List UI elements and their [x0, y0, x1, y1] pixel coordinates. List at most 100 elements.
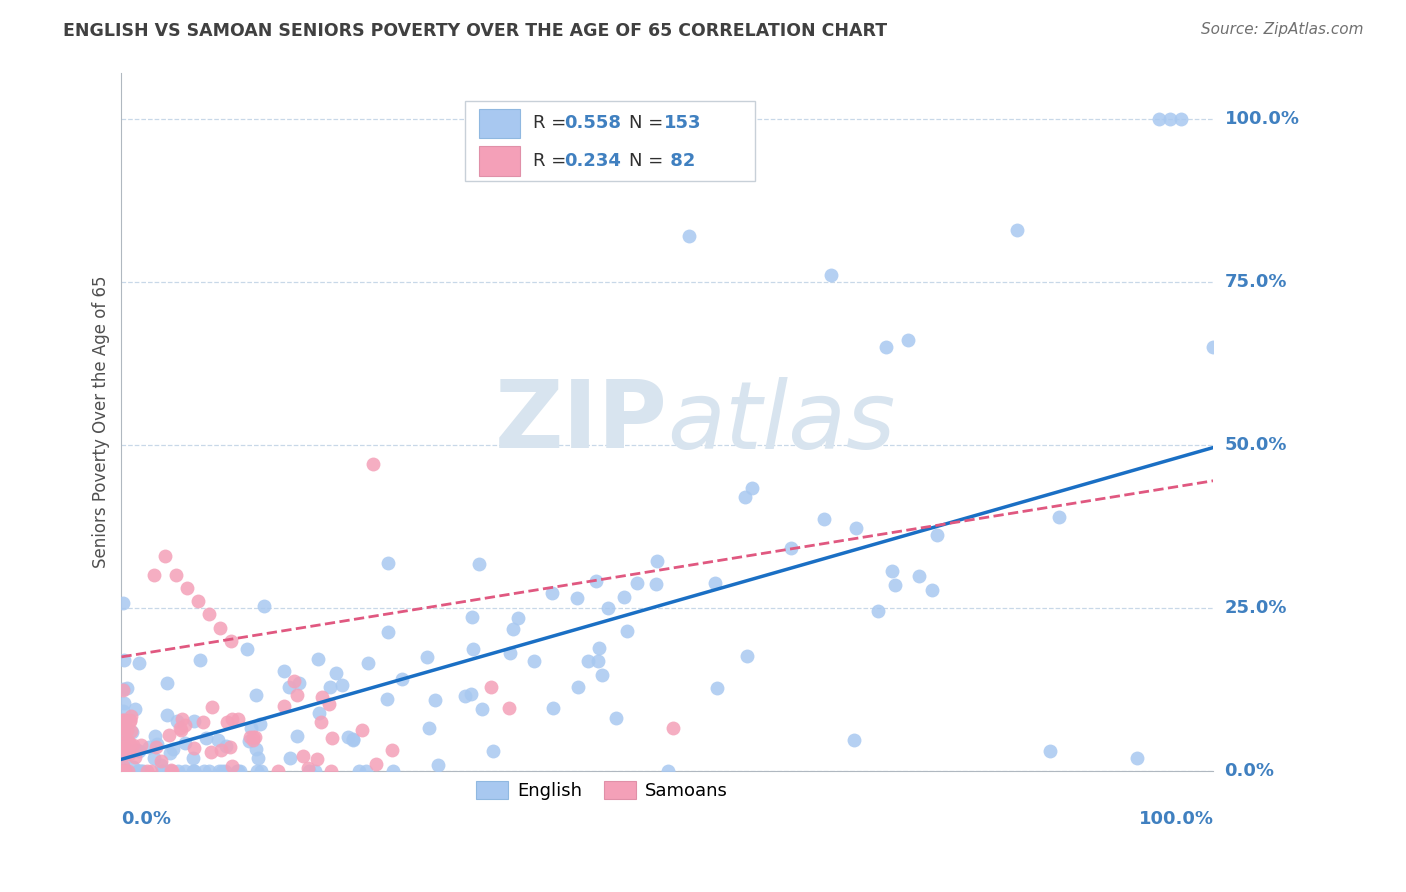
- Y-axis label: Seniors Poverty Over the Age of 65: Seniors Poverty Over the Age of 65: [93, 276, 110, 568]
- Point: [342, 731, 364, 746]
- Point: [114, 740, 136, 755]
- Text: 82: 82: [664, 153, 696, 170]
- Point: [336, 731, 359, 745]
- Point: [111, 725, 134, 739]
- Point: [143, 729, 166, 743]
- Point: [704, 576, 727, 591]
- Point: [111, 764, 134, 778]
- Point: [242, 730, 264, 744]
- Point: [657, 764, 679, 778]
- Point: [117, 764, 139, 778]
- Point: [166, 764, 188, 778]
- Point: [605, 711, 627, 725]
- Point: [565, 591, 588, 605]
- Point: [897, 334, 920, 348]
- Text: 50.0%: 50.0%: [1225, 436, 1286, 454]
- Point: [121, 724, 143, 739]
- Text: 0.234: 0.234: [564, 153, 620, 170]
- Point: [541, 701, 564, 715]
- Point: [416, 649, 439, 664]
- Point: [128, 656, 150, 670]
- Point: [779, 541, 801, 555]
- Point: [111, 763, 134, 777]
- Point: [111, 726, 134, 740]
- Point: [174, 764, 197, 778]
- Text: R =: R =: [533, 153, 572, 170]
- Point: [118, 713, 141, 727]
- Point: [117, 681, 139, 695]
- Point: [813, 511, 835, 525]
- Point: [111, 764, 134, 778]
- Point: [114, 764, 136, 778]
- Point: [214, 764, 236, 778]
- Point: [287, 675, 309, 690]
- Point: [128, 744, 150, 758]
- Point: [156, 707, 179, 722]
- Text: N =: N =: [630, 114, 669, 132]
- Point: [586, 654, 609, 668]
- Text: 100.0%: 100.0%: [1225, 110, 1299, 128]
- Point: [118, 747, 141, 761]
- Point: [162, 742, 184, 756]
- Point: [588, 641, 610, 656]
- Point: [883, 578, 905, 592]
- Point: [350, 723, 373, 737]
- Point: [576, 654, 599, 668]
- Point: [160, 763, 183, 777]
- Point: [283, 673, 305, 688]
- Point: [111, 713, 134, 727]
- Point: [111, 721, 134, 735]
- Point: [112, 653, 135, 667]
- Point: [418, 721, 440, 735]
- Point: [311, 690, 333, 704]
- Point: [377, 556, 399, 570]
- Point: [460, 609, 482, 624]
- Point: [114, 740, 136, 755]
- Point: [143, 568, 166, 582]
- Point: [145, 740, 167, 755]
- Point: [127, 764, 149, 778]
- Point: [111, 745, 134, 759]
- Point: [211, 764, 233, 778]
- Text: 25.0%: 25.0%: [1225, 599, 1286, 617]
- Point: [183, 764, 205, 778]
- Point: [176, 582, 198, 596]
- Point: [117, 733, 139, 747]
- Point: [129, 738, 152, 752]
- Point: [198, 764, 221, 778]
- Point: [356, 656, 378, 670]
- Point: [307, 652, 329, 666]
- Point: [273, 664, 295, 678]
- Point: [191, 714, 214, 729]
- Point: [238, 734, 260, 748]
- Point: [114, 713, 136, 727]
- Point: [183, 764, 205, 778]
- Point: [112, 764, 135, 778]
- Point: [273, 698, 295, 713]
- Point: [308, 706, 330, 721]
- Point: [1159, 112, 1181, 126]
- Point: [845, 520, 868, 534]
- Point: [115, 723, 138, 737]
- Point: [165, 568, 187, 582]
- Point: [381, 764, 404, 778]
- Point: [585, 574, 607, 588]
- Point: [908, 569, 931, 583]
- Text: ENGLISH VS SAMOAN SENIORS POVERTY OVER THE AGE OF 65 CORRELATION CHART: ENGLISH VS SAMOAN SENIORS POVERTY OVER T…: [63, 22, 887, 40]
- Legend: English, Samoans: English, Samoans: [468, 773, 735, 807]
- Point: [150, 754, 173, 768]
- Point: [678, 229, 700, 244]
- Point: [250, 764, 273, 778]
- Point: [112, 764, 135, 778]
- Point: [880, 564, 903, 578]
- Point: [596, 600, 619, 615]
- Point: [342, 733, 364, 747]
- Point: [236, 642, 259, 657]
- Text: 153: 153: [664, 114, 702, 132]
- Point: [1147, 112, 1170, 126]
- Point: [541, 586, 564, 600]
- Point: [246, 751, 269, 765]
- Point: [427, 757, 450, 772]
- FancyBboxPatch shape: [478, 109, 520, 138]
- Point: [391, 673, 413, 687]
